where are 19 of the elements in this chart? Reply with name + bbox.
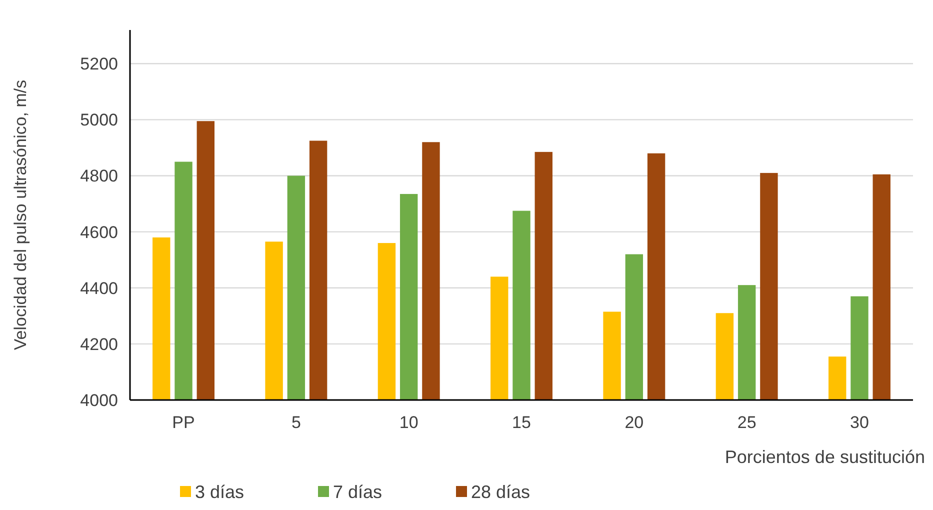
x-tick-label: 30 (850, 413, 869, 432)
x-tick-label: 10 (399, 413, 418, 432)
y-tick-label: 4000 (80, 390, 118, 410)
legend-label: 7 días (333, 482, 382, 502)
y-axis-title: Velocidad del pulso ultrasónico, m/s (11, 80, 30, 350)
x-tick-label: 15 (512, 413, 531, 432)
y-tick-label: 5200 (80, 54, 118, 74)
y-tick-label: 5000 (80, 110, 118, 130)
y-tick-label: 4200 (80, 334, 118, 354)
legend-label: 3 días (195, 482, 244, 502)
y-tick-label: 4600 (80, 222, 118, 242)
x-tick-label: 20 (624, 413, 644, 432)
y-tick-label: 4400 (80, 278, 118, 298)
y-tick-label: 4800 (80, 166, 118, 186)
x-tick-label: 5 (291, 413, 301, 432)
legend-label: 28 días (471, 482, 530, 502)
x-tick-label: PP (172, 413, 195, 432)
x-axis-title: Porcientos de sustitución (724, 447, 925, 467)
x-tick-label: 25 (737, 413, 756, 432)
